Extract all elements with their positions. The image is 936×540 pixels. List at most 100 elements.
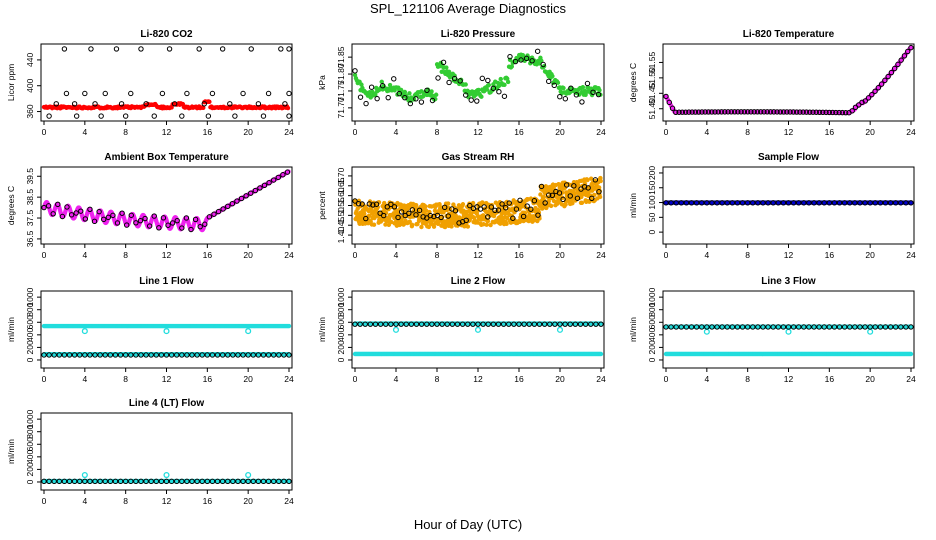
data-point xyxy=(758,109,764,115)
data-point xyxy=(449,321,456,327)
data-point xyxy=(473,92,479,97)
data-point xyxy=(133,352,139,358)
data-point xyxy=(562,96,569,102)
data-point xyxy=(862,98,868,104)
data-point xyxy=(362,211,367,216)
data-point xyxy=(82,478,88,485)
data-point xyxy=(842,109,849,116)
data-point xyxy=(488,204,495,210)
data-point xyxy=(452,208,459,214)
data-point xyxy=(526,321,532,327)
data-point xyxy=(801,200,807,206)
data-point xyxy=(102,90,108,97)
data-point xyxy=(722,109,728,115)
series-line-2-cyan-high xyxy=(352,321,604,333)
y-tick-label: 38.5 xyxy=(25,189,35,206)
data-point xyxy=(699,324,705,330)
data-point xyxy=(235,352,241,358)
data-point xyxy=(240,352,246,358)
data-point xyxy=(816,324,822,330)
data-point xyxy=(286,323,292,329)
data-point xyxy=(209,478,216,485)
x-tick-label: 0 xyxy=(353,127,358,137)
data-point xyxy=(460,202,466,207)
data-point xyxy=(510,215,516,221)
data-point xyxy=(800,109,806,115)
y-axis-label: degrees C xyxy=(628,63,638,102)
series-pressure-2-min xyxy=(352,52,603,104)
data-point xyxy=(574,195,581,201)
data-point xyxy=(895,61,901,68)
data-point xyxy=(734,324,741,330)
data-point xyxy=(434,321,440,327)
data-point xyxy=(807,109,813,115)
y-tick-label: 71.80 xyxy=(336,63,346,85)
data-point xyxy=(463,92,469,98)
series-li-820-co2-2-min- xyxy=(41,99,291,111)
data-point xyxy=(112,478,119,485)
data-point xyxy=(581,184,588,190)
y-tick-label: 600 xyxy=(25,315,35,329)
data-point xyxy=(71,478,78,485)
y-tick-label: 1.55 xyxy=(336,197,346,214)
data-point xyxy=(908,351,914,357)
data-point xyxy=(398,321,404,327)
data-point xyxy=(793,109,800,115)
data-point xyxy=(709,324,715,330)
x-tick-label: 0 xyxy=(664,250,669,260)
data-point xyxy=(117,352,124,358)
y-tick-label: 0 xyxy=(647,229,657,234)
series-sample-flow-2-min xyxy=(663,200,914,205)
x-tick-label: 16 xyxy=(203,496,213,506)
data-point xyxy=(867,200,873,206)
x-tick-label: 24 xyxy=(596,127,606,137)
data-point xyxy=(908,44,914,51)
data-point xyxy=(45,203,52,209)
data-point xyxy=(429,97,436,104)
data-point xyxy=(785,200,792,206)
data-point xyxy=(724,324,730,330)
data-point xyxy=(885,73,891,80)
data-point xyxy=(811,200,817,206)
data-point xyxy=(668,200,674,206)
data-point xyxy=(577,321,584,327)
data-point xyxy=(673,109,679,115)
data-point xyxy=(542,200,548,206)
data-point xyxy=(755,200,761,206)
series-box-temperature-hourly xyxy=(41,169,291,233)
data-point xyxy=(424,215,430,221)
data-point xyxy=(416,207,423,214)
data-point xyxy=(265,478,272,485)
x-tick-label: 20 xyxy=(243,496,253,506)
data-point xyxy=(82,216,89,222)
data-point xyxy=(705,109,712,115)
data-point xyxy=(214,478,221,485)
data-point xyxy=(520,213,527,220)
data-point xyxy=(225,478,231,485)
data-point xyxy=(847,200,853,206)
data-point xyxy=(114,220,121,226)
x-tick-label: 12 xyxy=(784,374,794,384)
data-point xyxy=(588,176,594,181)
y-tick-label: 800 xyxy=(25,302,35,316)
data-point xyxy=(755,324,761,330)
data-point xyxy=(230,352,236,358)
chart-rh: Gas Stream RH0 4 8 12 16 20 241.401.451.501.55… xyxy=(317,152,606,260)
data-point xyxy=(204,352,211,358)
data-point xyxy=(184,352,190,358)
data-point xyxy=(556,326,564,333)
data-point xyxy=(454,321,461,327)
data-point xyxy=(122,113,129,119)
data-point xyxy=(73,210,79,216)
x-tick-label: 8 xyxy=(123,374,128,384)
x-tick-label: 0 xyxy=(353,374,358,384)
data-point xyxy=(156,225,162,231)
data-point xyxy=(774,109,780,115)
data-point xyxy=(357,94,364,100)
data-point xyxy=(806,324,812,330)
data-point xyxy=(158,478,165,485)
data-point xyxy=(518,57,524,63)
data-point xyxy=(128,90,134,97)
x-tick-label: 24 xyxy=(596,250,606,260)
